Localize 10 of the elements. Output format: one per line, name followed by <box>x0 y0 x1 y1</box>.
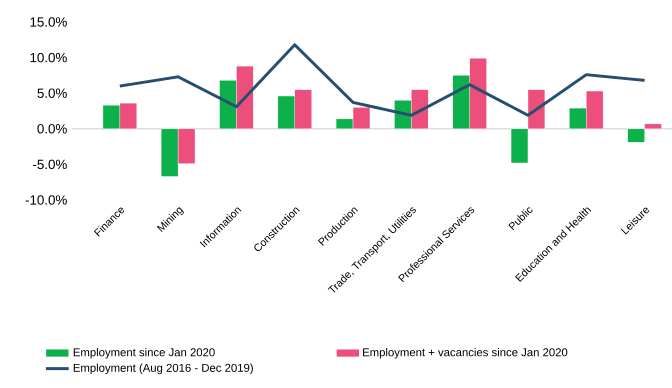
y-tick-label: -5.0% <box>33 160 67 170</box>
y-tick-label: 0.0% <box>37 124 67 134</box>
legend-label: Employment + vacancies since Jan 2020 <box>363 348 568 359</box>
y-tick-label: 15.0% <box>30 17 67 27</box>
y-tick-label: 5.0% <box>37 88 67 98</box>
legend-label: Employment (Aug 2016 - Dec 2019) <box>74 364 253 374</box>
legend-label: Employment since Jan 2020 <box>74 348 215 359</box>
y-tick-label: 10.0% <box>30 52 67 62</box>
line-series <box>118 43 646 117</box>
y-tick-label: -10.0% <box>26 195 67 205</box>
